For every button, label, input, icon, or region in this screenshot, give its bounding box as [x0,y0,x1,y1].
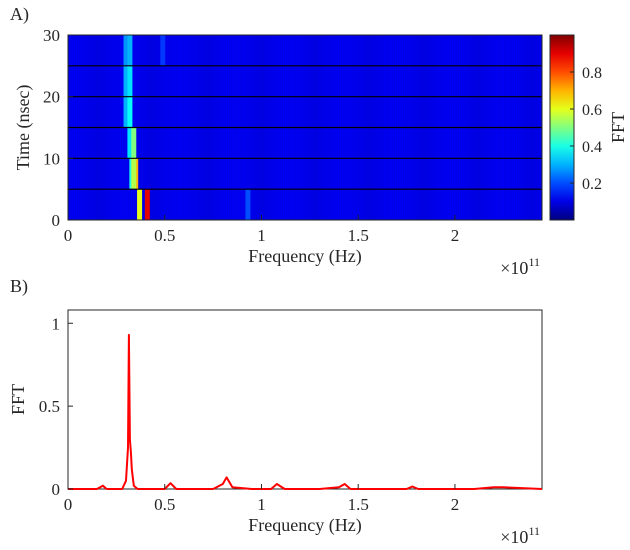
spectrogram-chart: 0 0.5 1 1.5 2 Frequency (Hz) ×1011 0 10 20 30 Time … [13,26,542,278]
colorbar-tick-label: 0.2 [582,176,602,193]
plot-a-x-tick-label: 1.5 [348,226,369,245]
colorbar-tick-label: 0.4 [582,139,602,156]
heatmap-cell [127,97,132,128]
plot-b-frame [68,310,542,489]
fft-line-chart: 0 0.5 1 1.5 2 Frequency (Hz) ×1011 0 0.5 1 FFT [8,310,542,547]
plot-b-y-tick-label: 1 [52,314,61,333]
plot-a-x-multiplier-exponent: 11 [528,255,540,269]
plot-b-x-tick-label: 0.5 [154,495,175,514]
plot-b-x-tick-label: 2 [451,495,460,514]
plot-a-x-tick-label: 0.5 [154,226,175,245]
plot-a-x-multiplier: ×1011 [500,255,540,278]
heatmap-cell [131,158,136,189]
heatmap-cell [131,128,136,159]
colorbar: 0.2 0.4 0.6 0.8 FFT [550,35,628,220]
plot-b-x-multiplier-exponent: 11 [528,524,540,538]
plot-b-x-multiplier: ×1011 [500,524,540,547]
heatmap-cell [127,35,132,66]
plot-a-x-axis-label: Frequency (Hz) [248,246,361,267]
plot-b-x-tick-label: 1 [257,495,266,514]
plot-b-y-tick-label: 0 [52,480,61,499]
plot-b-y-tick-label: 0.5 [39,397,60,416]
heatmap-cell [245,189,250,220]
colorbar-label: FFT [608,112,628,143]
plot-b-x-tick-label: 1.5 [348,495,369,514]
plot-a-y-tick-label: 20 [43,88,60,107]
colorbar-tick-label: 0.8 [582,65,602,82]
plot-a-y-tick-label: 10 [43,149,60,168]
panel-a-label: A) [10,4,29,25]
colorbar-scale [550,35,574,220]
heatmap-cell [137,189,142,220]
plot-b-x-axis-label: Frequency (Hz) [248,515,361,536]
plot-a-y-tick-label: 0 [52,211,61,230]
heatmap-cell [127,66,132,97]
plot-a-x-tick-label: 0 [64,226,73,245]
panel-b-label: B) [10,276,28,297]
plot-a-y-tick-label: 30 [43,26,60,45]
plot-a-x-tick-label: 1 [257,226,266,245]
plot-b-y-axis-label: FFT [8,384,28,415]
colorbar-tick-label: 0.6 [582,102,602,119]
plot-a-x-tick-label: 2 [451,226,460,245]
heatmap-cell [145,189,150,220]
heatmap-cell [160,35,165,66]
plot-a-y-axis-label: Time (nsec) [13,85,34,171]
plot-b-x-tick-label: 0 [64,495,73,514]
